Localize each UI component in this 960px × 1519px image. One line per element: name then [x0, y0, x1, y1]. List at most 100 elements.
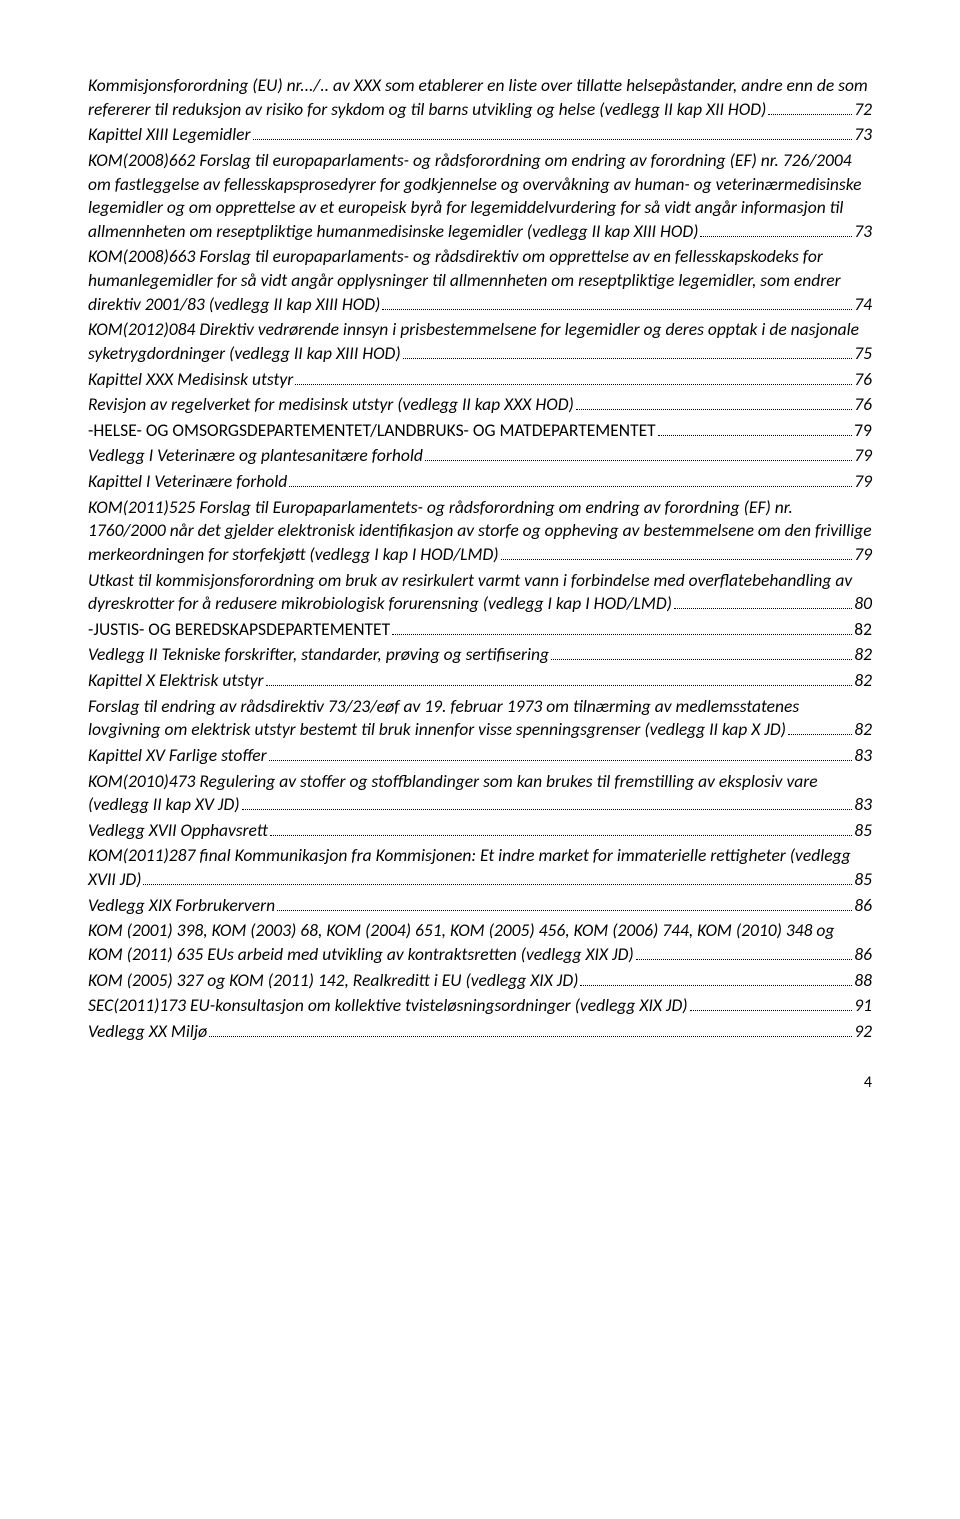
toc-leader-dots — [382, 295, 852, 310]
toc-entry-lastline: syketrygdordninger (vedlegg II kap XIII … — [88, 342, 872, 366]
toc-entry: Kapittel I Veterinære forhold 79 — [88, 470, 872, 494]
toc-page-number: 83 — [854, 793, 872, 817]
toc-leader-dots — [277, 896, 852, 911]
toc-page-number: 86 — [854, 894, 872, 918]
toc-entry-text: Kapittel I Veterinære forhold — [88, 470, 287, 494]
toc-page-number: 75 — [854, 342, 872, 366]
toc-entry-text: allmennheten om reseptpliktige humanmedi… — [88, 220, 698, 244]
toc-page-number: 76 — [854, 368, 872, 392]
table-of-contents: Kommisjonsforordning (EU) nr.../.. av XX… — [88, 74, 872, 1043]
toc-entry-text: (vedlegg II kap XV JD) — [88, 793, 240, 817]
toc-entry-text: KOM(2011)525 Forslag til Europaparlament… — [88, 496, 872, 520]
toc-leader-dots — [266, 671, 853, 686]
toc-entry-text: Kapittel XXX Medisinsk utstyr — [88, 368, 293, 392]
toc-entry: Vedlegg II Tekniske forskrifter, standar… — [88, 643, 872, 667]
toc-entry-lastline: Vedlegg I Veterinære og plantesanitære f… — [88, 444, 872, 468]
toc-page-number: 82 — [854, 618, 872, 642]
toc-entry-text: KOM (2001) 398, KOM (2003) 68, KOM (2004… — [88, 919, 872, 943]
toc-entry: Kapittel XIII Legemidler 73 — [88, 123, 872, 147]
toc-entry-lastline: Kapittel X Elektrisk utstyr 82 — [88, 669, 872, 693]
toc-entry: Vedlegg XIX Forbrukervern 86 — [88, 894, 872, 918]
toc-entry-text: Vedlegg XVII Opphavsrett — [88, 819, 268, 843]
toc-entry: KOM (2001) 398, KOM (2003) 68, KOM (2004… — [88, 919, 872, 966]
toc-entry-text: KOM(2008)662 Forslag til europaparlament… — [88, 149, 872, 173]
toc-entry-lastline: Revisjon av regelverket for medisinsk ut… — [88, 393, 872, 417]
toc-page-number: 73 — [854, 123, 872, 147]
toc-entry-lastline: Kapittel I Veterinære forhold 79 — [88, 470, 872, 494]
toc-entry-text: KOM(2008)663 Forslag til europaparlament… — [88, 245, 872, 269]
toc-entry: Vedlegg XX Miljø 92 — [88, 1020, 872, 1044]
toc-entry-lastline: KOM (2005) 327 og KOM (2011) 142, Realkr… — [88, 969, 872, 993]
toc-page-number: 85 — [854, 868, 872, 892]
toc-entry-text: SEC(2011)173 EU-konsultasjon om kollekti… — [88, 994, 688, 1018]
toc-page-number: 80 — [854, 592, 872, 616]
toc-entry-text: humanlegemidler for så vidt angår opplys… — [88, 269, 872, 293]
toc-entry-text: KOM(2012)084 Direktiv vedrørende innsyn … — [88, 318, 872, 342]
toc-entry-text: dyreskrotter for å redusere mikrobiologi… — [88, 592, 672, 616]
toc-leader-dots — [658, 421, 853, 436]
toc-entry-lastline: Kapittel XIII Legemidler 73 — [88, 123, 872, 147]
toc-leader-dots — [690, 996, 853, 1011]
toc-page-number: 73 — [854, 220, 872, 244]
toc-entry-text: Kapittel XV Farlige stoffer — [88, 744, 267, 768]
toc-entry-text: -HELSE- OG OMSORGSDEPARTEMENTET/LANDBRUK… — [88, 419, 656, 443]
toc-page-number: 82 — [854, 669, 872, 693]
toc-entry-text: legemidler og om opprettelse av et europ… — [88, 196, 872, 220]
toc-entry-text: syketrygdordninger (vedlegg II kap XIII … — [88, 342, 401, 366]
toc-entry-lastline: (vedlegg II kap XV JD) 83 — [88, 793, 872, 817]
toc-page-number: 85 — [854, 819, 872, 843]
toc-leader-dots — [425, 446, 852, 461]
toc-entry: SEC(2011)173 EU-konsultasjon om kollekti… — [88, 994, 872, 1018]
toc-entry: KOM(2008)663 Forslag til europaparlament… — [88, 245, 872, 316]
toc-leader-dots — [392, 620, 852, 635]
toc-entry: Revisjon av regelverket for medisinsk ut… — [88, 393, 872, 417]
toc-entry-text: refererer til reduksjon av risiko for sy… — [88, 98, 766, 122]
toc-page-number: 74 — [854, 293, 872, 317]
toc-leader-dots — [768, 100, 852, 115]
toc-leader-dots — [403, 344, 853, 359]
toc-page-number: 91 — [854, 994, 872, 1018]
toc-leader-dots — [551, 645, 852, 660]
toc-entry-text: XVII JD) — [88, 868, 141, 892]
toc-entry-lastline: Vedlegg XVII Opphavsrett 85 — [88, 819, 872, 843]
toc-entry-text: lovgivning om elektrisk utstyr bestemt t… — [88, 718, 786, 742]
toc-entry-text: Revisjon av regelverket for medisinsk ut… — [88, 393, 574, 417]
toc-entry-lastline: direktiv 2001/83 (vedlegg II kap XIII HO… — [88, 293, 872, 317]
toc-entry: KOM(2010)473 Regulering av stoffer og st… — [88, 770, 872, 817]
toc-entry: Kapittel X Elektrisk utstyr 82 — [88, 669, 872, 693]
toc-entry-text: Kapittel X Elektrisk utstyr — [88, 669, 264, 693]
toc-page-number: 82 — [854, 718, 872, 742]
toc-page-number: 82 — [854, 643, 872, 667]
toc-leader-dots — [289, 472, 852, 487]
toc-entry-lastline: Vedlegg II Tekniske forskrifter, standar… — [88, 643, 872, 667]
toc-entry-text: Kapittel XIII Legemidler — [88, 123, 251, 147]
toc-entry: KOM(2008)662 Forslag til europaparlament… — [88, 149, 872, 244]
toc-page-number: 76 — [854, 393, 872, 417]
toc-entry-lastline: Vedlegg XX Miljø 92 — [88, 1020, 872, 1044]
toc-leader-dots — [501, 545, 853, 560]
toc-entry-lastline: KOM (2011) 635 EUs arbeid med utvikling … — [88, 943, 872, 967]
toc-section-heading: -JUSTIS- OG BEREDSKAPSDEPARTEMENTET 82 — [88, 618, 872, 642]
toc-leader-dots — [143, 870, 852, 885]
toc-page-number: 79 — [854, 470, 872, 494]
toc-leader-dots — [269, 746, 853, 761]
toc-entry: Kapittel XXX Medisinsk utstyr 76 — [88, 368, 872, 392]
toc-leader-dots — [209, 1022, 852, 1037]
toc-entry-text: 1760/2000 når det gjelder elektronisk id… — [88, 519, 872, 543]
toc-entry-lastline: allmennheten om reseptpliktige humanmedi… — [88, 220, 872, 244]
toc-page-number: 72 — [854, 98, 872, 122]
toc-entry: KOM(2011)525 Forslag til Europaparlament… — [88, 496, 872, 567]
toc-entry-lastline: Kapittel XXX Medisinsk utstyr 76 — [88, 368, 872, 392]
toc-entry-lastline: XVII JD) 85 — [88, 868, 872, 892]
toc-entry-lastline: Kapittel XV Farlige stoffer 83 — [88, 744, 872, 768]
toc-leader-dots — [576, 395, 852, 410]
toc-entry: KOM (2005) 327 og KOM (2011) 142, Realkr… — [88, 969, 872, 993]
toc-entry-text: om fastleggelse av fellesskapsprosedyrer… — [88, 173, 872, 197]
toc-entry-lastline: -HELSE- OG OMSORGSDEPARTEMENTET/LANDBRUK… — [88, 419, 872, 443]
toc-page-number: 88 — [854, 969, 872, 993]
toc-entry-text: Vedlegg XX Miljø — [88, 1020, 207, 1044]
toc-entry-text: Kommisjonsforordning (EU) nr.../.. av XX… — [88, 74, 872, 98]
toc-entry-lastline: -JUSTIS- OG BEREDSKAPSDEPARTEMENTET 82 — [88, 618, 872, 642]
toc-entry-text: Vedlegg I Veterinære og plantesanitære f… — [88, 444, 423, 468]
toc-entry-lastline: SEC(2011)173 EU-konsultasjon om kollekti… — [88, 994, 872, 1018]
